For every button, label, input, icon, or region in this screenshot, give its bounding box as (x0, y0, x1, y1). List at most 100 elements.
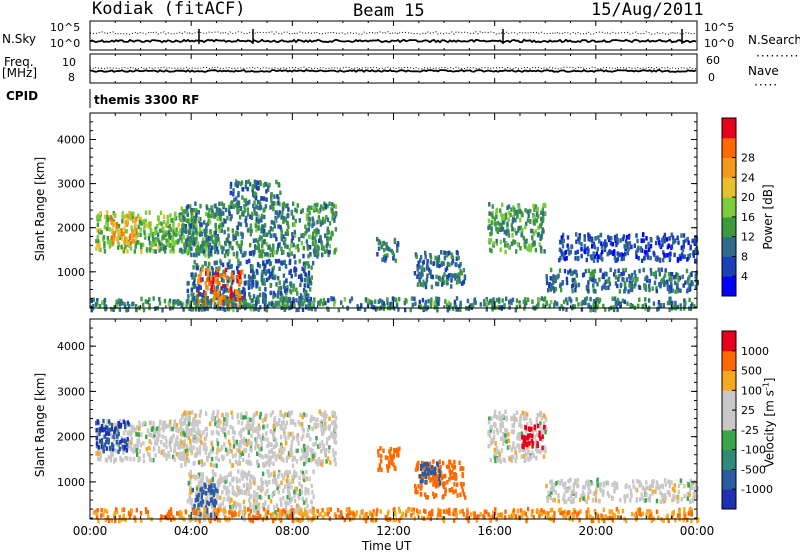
data-cell (262, 294, 265, 299)
data-cell (258, 263, 262, 269)
data-cell (602, 303, 605, 309)
data-cell (541, 428, 544, 434)
data-cell (197, 299, 200, 304)
data-cell (562, 255, 565, 260)
data-cell (419, 463, 423, 469)
data-cell (543, 202, 546, 208)
data-cell (405, 299, 409, 304)
data-cell (167, 423, 170, 429)
data-cell (331, 410, 334, 415)
data-cell (266, 252, 269, 257)
data-cell (218, 207, 221, 213)
data-cell (649, 267, 653, 273)
data-cell (287, 207, 290, 212)
data-cell (257, 205, 260, 210)
data-cell (666, 283, 669, 288)
data-cell (110, 449, 113, 455)
data-cell (123, 302, 126, 307)
data-cell (293, 229, 297, 235)
data-cell (234, 235, 237, 241)
data-cell (126, 437, 129, 442)
data-cell (317, 228, 320, 234)
data-cell (285, 478, 288, 483)
data-cell (182, 301, 185, 307)
data-cell (500, 222, 503, 228)
data-cell (644, 302, 647, 308)
data-cell (639, 248, 642, 253)
data-cell (214, 242, 217, 248)
data-cell (169, 227, 172, 232)
data-cell (248, 199, 251, 205)
data-cell (179, 212, 182, 217)
data-cell (562, 232, 565, 238)
data-cell (597, 235, 600, 240)
data-cell (179, 431, 183, 437)
data-cell (292, 215, 295, 220)
data-cell (201, 478, 204, 484)
data-cell (285, 288, 289, 293)
data-cell (237, 469, 240, 474)
data-cell (607, 285, 610, 290)
data-cell (139, 227, 142, 232)
data-cell (191, 487, 194, 493)
data-cell (694, 247, 697, 253)
data-cell (582, 272, 586, 277)
data-cell (678, 275, 682, 281)
data-cell (216, 482, 219, 487)
data-cell (204, 247, 207, 252)
data-cell (255, 195, 258, 200)
data-cell (255, 437, 259, 443)
data-cell (198, 432, 202, 437)
data-cell (303, 277, 307, 283)
data-cell (283, 304, 286, 310)
data-cell (179, 424, 183, 430)
data-cell (299, 456, 302, 461)
data-cell (307, 205, 310, 210)
data-cell (261, 436, 265, 441)
data-cell (487, 218, 491, 224)
data-cell (119, 424, 122, 429)
data-cell (630, 244, 633, 250)
data-cell (125, 236, 128, 241)
data-cell (266, 443, 269, 449)
data-cell (236, 231, 240, 237)
data-cell (239, 270, 243, 276)
power-heatmap (90, 179, 699, 313)
data-cell (624, 244, 627, 249)
data-cell (307, 227, 310, 232)
data-cell (175, 423, 179, 428)
data-cell (215, 246, 219, 251)
data-cell (199, 409, 202, 415)
data-cell (625, 277, 629, 282)
data-cell (227, 430, 230, 435)
data-cell (684, 300, 687, 306)
data-cell (178, 445, 181, 450)
data-cell (179, 300, 182, 306)
data-cell (297, 274, 301, 279)
data-cell (570, 298, 573, 304)
data-cell (531, 229, 534, 234)
data-cell (237, 502, 240, 508)
data-cell (656, 235, 659, 240)
data-cell (148, 432, 151, 437)
data-cell (450, 273, 453, 278)
data-cell (370, 304, 373, 309)
data-cell (433, 476, 437, 481)
beam-label: Beam 15 (353, 1, 425, 21)
data-cell (290, 446, 293, 451)
data-cell (236, 290, 239, 295)
data-cell (215, 463, 218, 468)
data-cell (238, 448, 241, 454)
data-cell (260, 228, 264, 233)
data-cell (294, 272, 297, 277)
data-cell (152, 239, 155, 244)
data-cell (316, 462, 319, 467)
data-cell (597, 254, 600, 259)
data-cell (95, 420, 98, 426)
data-cell (316, 417, 319, 423)
data-cell (563, 268, 567, 274)
data-cell (676, 235, 679, 240)
data-cell (232, 251, 236, 257)
data-cell (312, 231, 315, 236)
data-cell (250, 298, 253, 303)
